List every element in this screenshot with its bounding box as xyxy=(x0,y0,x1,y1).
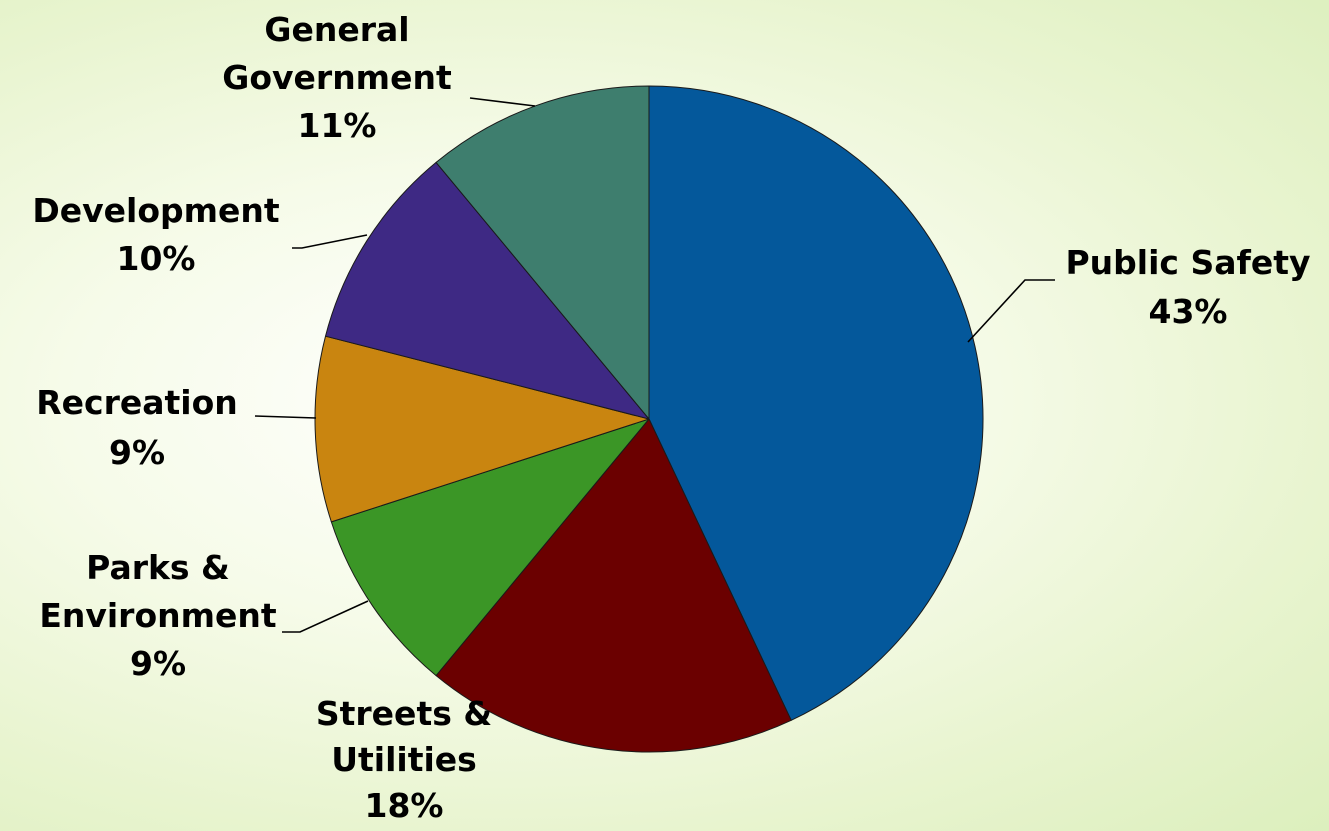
slice-name-label: Government xyxy=(222,58,452,97)
slice-label-recreation: Recreation 9% xyxy=(36,383,238,472)
slice-percent-label: 10% xyxy=(117,239,196,278)
slice-name-label: Parks & xyxy=(86,548,230,587)
pie-slice-development xyxy=(324,161,650,420)
slice-labels: Public Safety 43% Streets & Utilities 18% Par… xyxy=(32,10,1310,825)
pie-slice-parks-environment xyxy=(330,418,650,677)
slice-name-label: Recreation xyxy=(36,383,238,422)
pie-slice-streets-utilities xyxy=(435,418,792,753)
slice-name-label: Streets & xyxy=(316,694,492,733)
leader-line-recreation xyxy=(254,415,317,419)
slice-name-label: Utilities xyxy=(331,740,477,779)
leader-line-general-government xyxy=(469,97,536,107)
pie-slices xyxy=(314,85,984,753)
slice-percent-label: 9% xyxy=(130,644,186,683)
slice-percent-label: 11% xyxy=(298,106,377,145)
slice-label-parks-environment: Parks & Environment 9% xyxy=(39,548,277,683)
slice-name-label: General xyxy=(264,10,409,49)
slice-label-general-government: General Government 11% xyxy=(222,10,452,145)
leader-line-public-safety xyxy=(967,279,1055,343)
slice-percent-label: 43% xyxy=(1149,292,1228,331)
slice-name-label: Development xyxy=(32,191,280,230)
pie-slice-recreation xyxy=(314,335,650,523)
slice-percent-label: 9% xyxy=(109,433,165,472)
slice-name-label: Public Safety xyxy=(1065,243,1310,282)
slice-name-label: Environment xyxy=(39,596,277,635)
leader-line-development xyxy=(292,234,368,249)
leader-lines xyxy=(254,97,1055,633)
leader-line-parks-environment xyxy=(282,600,369,633)
pie-slice-general-government xyxy=(435,85,650,420)
slice-label-streets-utilities: Streets & Utilities 18% xyxy=(316,694,492,825)
pie-slice-public-safety xyxy=(648,85,984,721)
slice-label-development: Development 10% xyxy=(32,191,280,278)
slice-percent-label: 18% xyxy=(365,786,444,825)
slice-label-public-safety: Public Safety 43% xyxy=(1065,243,1310,331)
